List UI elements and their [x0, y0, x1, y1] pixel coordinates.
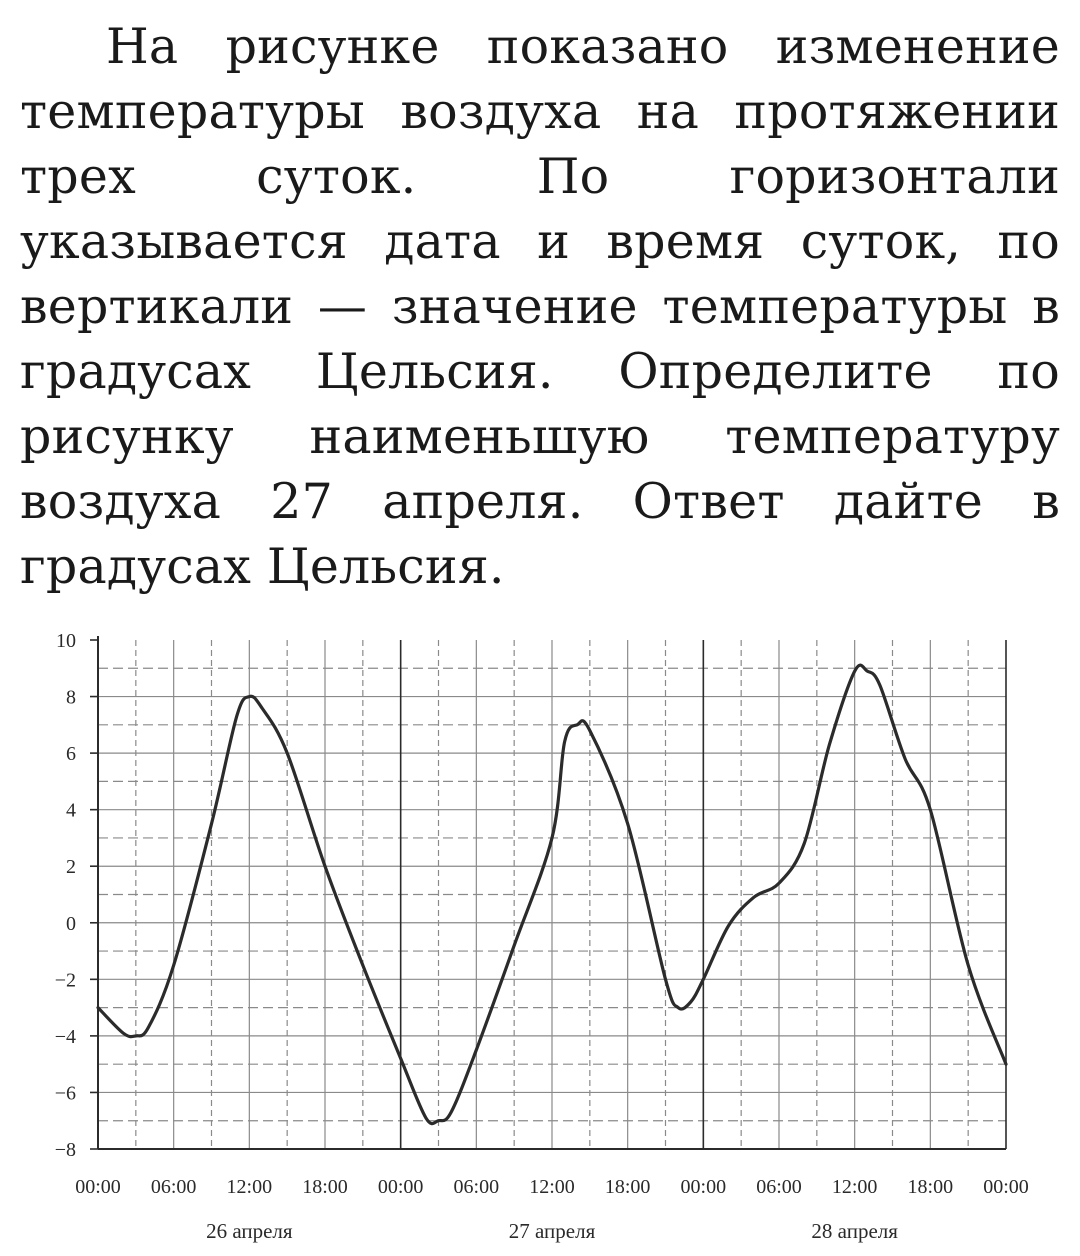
x-tick-label: 12:00: [832, 1176, 878, 1198]
x-tick-label: 18:00: [302, 1176, 348, 1198]
y-tick-label: −6: [55, 1082, 76, 1104]
y-tick-label: −2: [55, 969, 76, 991]
y-tick-label: 8: [66, 687, 76, 709]
x-tick-label: 18:00: [605, 1176, 651, 1198]
x-tick-label: 00:00: [681, 1176, 727, 1198]
day-labels: 26 апреля 27 апреля 28 апреля: [206, 1219, 898, 1243]
y-tick-labels: 10 8 6 4 2 0 −2 −4 −6 −8: [55, 630, 76, 1161]
x-tick-label: 18:00: [908, 1176, 954, 1198]
x-tick-label: 00:00: [378, 1176, 424, 1198]
problem-text: На рисунке показано изменение температур…: [20, 18, 1060, 595]
temperature-series-line: [96, 663, 1008, 1126]
x-tick-label: 06:00: [151, 1176, 197, 1198]
series: [96, 663, 1008, 1126]
x-tick-label: 12:00: [227, 1176, 273, 1198]
y-tick-label: −4: [55, 1026, 76, 1048]
axes: [90, 636, 1007, 1150]
day-label: 26 апреля: [206, 1219, 293, 1243]
y-tick-label: 10: [56, 630, 76, 652]
y-tick-label: 0: [66, 913, 76, 935]
x-tick-label: 00:00: [75, 1176, 121, 1198]
y-tick-label: 4: [66, 800, 76, 822]
x-tick-label: 06:00: [454, 1176, 500, 1198]
day-label: 28 апреля: [811, 1219, 898, 1243]
day-label: 27 апреля: [509, 1219, 596, 1243]
temperature-chart: 10 8 6 4 2 0 −2 −4 −6 −8 00:00 06:00 12:00 18:00 00:0…: [0, 610, 1080, 1256]
x-tick-labels: 00:00 06:00 12:00 18:00 00:00 06:00 12:00 18:00…: [75, 1176, 1029, 1198]
y-tick-label: 2: [66, 856, 76, 878]
x-tick-label: 12:00: [529, 1176, 575, 1198]
y-tick-label: −8: [55, 1139, 76, 1161]
y-tick-label: 6: [66, 743, 76, 765]
grid: [98, 640, 1006, 1149]
x-tick-label: 06:00: [756, 1176, 802, 1198]
x-tick-label: 00:00: [983, 1176, 1029, 1198]
